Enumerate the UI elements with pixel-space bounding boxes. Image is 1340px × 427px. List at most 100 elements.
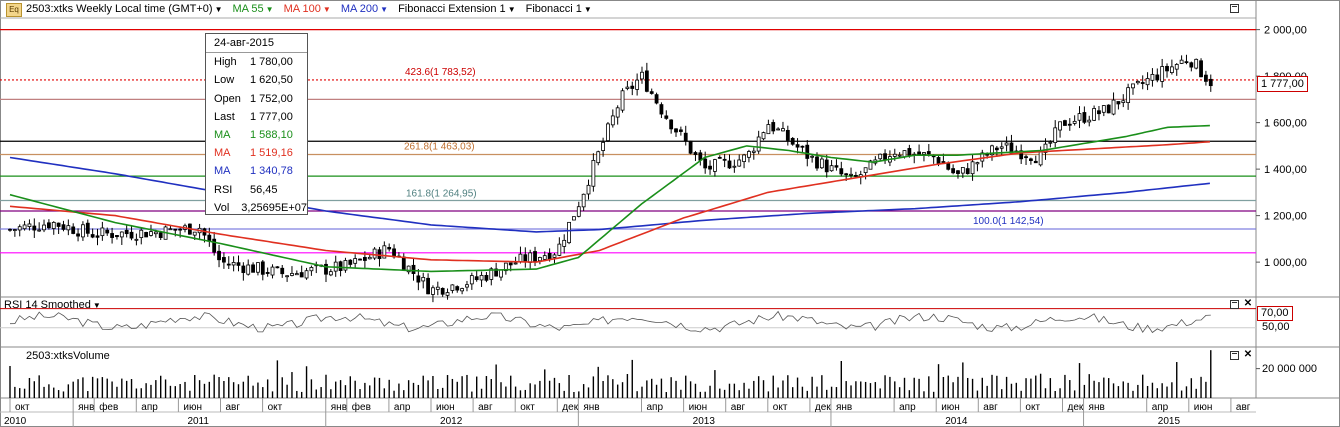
candle-body (922, 152, 926, 155)
candle-body (85, 222, 90, 234)
candle-body (1160, 66, 1165, 82)
chevron-down-icon[interactable]: ▼ (583, 5, 592, 14)
candle-body (732, 165, 737, 168)
rsi-line (9, 310, 1211, 334)
candle-body (1169, 66, 1174, 73)
candle-body (411, 264, 416, 274)
candle-body (484, 274, 489, 281)
candle-body (178, 228, 183, 231)
candle-body (1208, 78, 1213, 87)
month-tick-label: июн (436, 402, 455, 413)
info-value: 1 777,00 (250, 110, 293, 123)
chevron-down-icon[interactable]: ▼ (380, 5, 389, 14)
candle-body (688, 140, 693, 154)
candle-body (290, 273, 294, 276)
candle-body (12, 229, 17, 231)
candle-body (1140, 82, 1145, 84)
candle-body (37, 229, 42, 232)
candle-body (17, 226, 22, 231)
candle-body (421, 277, 426, 282)
candle-body (1029, 158, 1033, 161)
ma55-label[interactable]: MA 55 ▼ (232, 3, 274, 15)
month-tick-label: авг (1236, 402, 1251, 413)
candle-body (1150, 73, 1155, 81)
candle-body (844, 173, 849, 176)
candle-body (883, 153, 887, 161)
candle-body (382, 245, 387, 259)
info-value: 56,45 (250, 183, 278, 196)
candle-body (1106, 104, 1111, 114)
candle-body (751, 150, 756, 153)
ma100-label[interactable]: MA 100 ▼ (283, 3, 331, 15)
candle-body (635, 79, 640, 90)
eq-icon[interactable]: Eq (6, 3, 22, 17)
candle-body (805, 144, 810, 159)
chevron-down-icon[interactable]: ▼ (214, 5, 223, 14)
candle-body (907, 148, 912, 157)
candle-body (713, 159, 717, 172)
rsi-axis-label: 50,00 (1262, 321, 1290, 333)
candle-body (1189, 62, 1194, 68)
candle-body (324, 263, 328, 275)
candles-group (8, 54, 1213, 303)
candle-body (406, 265, 411, 273)
chevron-down-icon[interactable]: ▼ (507, 5, 516, 14)
symbol-title[interactable]: 2503:xtks Weekly Local time (GMT+0) ▼ (26, 3, 223, 15)
chevron-down-icon[interactable]: ▼ (322, 5, 331, 14)
candle-body (610, 115, 615, 126)
candle-body (465, 284, 469, 288)
info-value: 1 588,10 (250, 128, 293, 141)
info-rows: High 1 780,00 Low 1 620,50 Open 1 752,00 Last 1… (206, 53, 307, 217)
candle-body (1043, 143, 1048, 153)
month-tick-label: окт (15, 402, 30, 413)
candle-body (965, 168, 970, 175)
candle-body (260, 261, 265, 275)
candle-body (737, 159, 742, 167)
fibonacci-label[interactable]: Fibonacci 1 ▼ (525, 3, 592, 15)
candle-body (640, 71, 644, 80)
candle-body (450, 284, 455, 291)
candle-body (1053, 127, 1058, 143)
ma200-label[interactable]: MA 200 ▼ (340, 3, 389, 15)
candle-body (727, 160, 732, 169)
chevron-down-icon[interactable]: ▼ (92, 301, 101, 310)
candle-body (1077, 113, 1082, 121)
candle-body (654, 94, 659, 104)
info-row-rsi: RSI 56,45 (206, 181, 307, 199)
candle-body (1145, 78, 1150, 86)
candle-body (231, 262, 236, 266)
maximize-icon[interactable] (1230, 4, 1239, 13)
candle-body (669, 119, 674, 130)
candle-body (236, 262, 241, 266)
volume-close-icon[interactable]: ✕ (1243, 349, 1253, 360)
rsi-panel-title[interactable]: RSI 14 Smoothed ▼ (4, 299, 101, 311)
candle-body (1024, 156, 1028, 159)
candle-body (338, 261, 343, 271)
candle-body (567, 221, 571, 244)
candle-body (149, 231, 153, 236)
candle-body (367, 256, 372, 260)
candle-body (946, 163, 951, 170)
candle-body (790, 137, 795, 145)
candle-body (849, 173, 853, 176)
rsi-maximize-icon[interactable] (1230, 300, 1239, 309)
candle-body (815, 156, 819, 169)
info-key: Low (214, 74, 235, 87)
candle-body (61, 224, 66, 230)
candle-body (134, 238, 139, 241)
chevron-down-icon[interactable]: ▼ (265, 5, 274, 14)
info-date: 24-авг-2015 (206, 34, 307, 54)
candle-body (499, 269, 503, 278)
info-value: 3,25695E+07 (241, 201, 307, 214)
candle-body (66, 225, 71, 231)
candle-body (110, 233, 114, 238)
rsi-close-icon[interactable]: ✕ (1243, 298, 1253, 309)
volume-panel-title: 2503:xtksVolume (26, 350, 110, 362)
candle-body (513, 262, 518, 265)
volume-maximize-icon[interactable] (1230, 351, 1239, 360)
fib-extension-label[interactable]: Fibonacci Extension 1 ▼ (398, 3, 516, 15)
candle-body (100, 227, 105, 237)
y-tick-label: 2 000,00 (1264, 25, 1307, 37)
candle-body (144, 232, 149, 238)
